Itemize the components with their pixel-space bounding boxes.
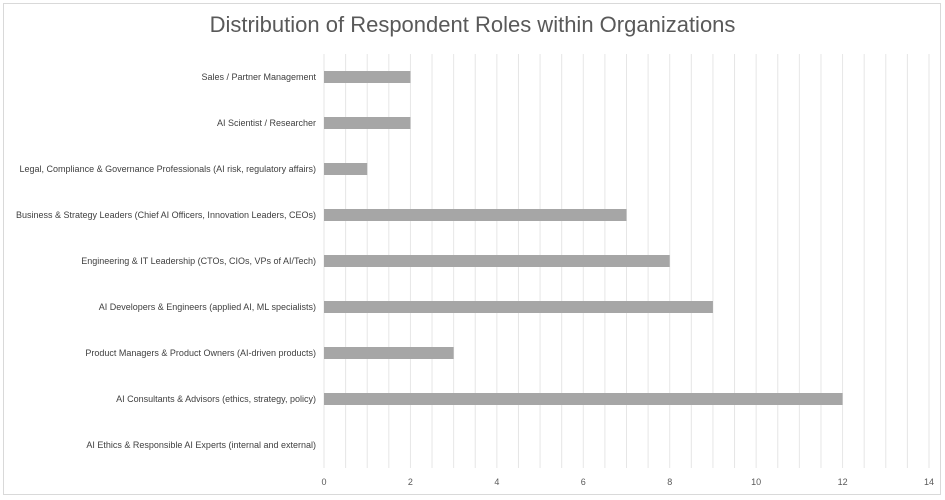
tick-labels: 0 2 4 6 8 10 12 14 <box>321 477 934 487</box>
x-tick-label: 2 <box>408 477 413 487</box>
category-label: AI Developers & Engineers (applied AI, M… <box>99 302 316 312</box>
category-label: Engineering & IT Leadership (CTOs, CIOs,… <box>81 256 316 266</box>
x-tick-label: 6 <box>581 477 586 487</box>
x-tick-label: 14 <box>924 477 934 487</box>
bar <box>324 71 411 83</box>
category-labels: Sales / Partner Management AI Scientist /… <box>16 72 316 450</box>
bar <box>324 117 411 129</box>
category-label: AI Ethics & Responsible AI Experts (inte… <box>86 440 316 450</box>
category-label: Product Managers & Product Owners (AI-dr… <box>85 348 316 358</box>
bar <box>324 393 843 405</box>
chart-title: Distribution of Respondent Roles within … <box>209 12 736 37</box>
category-label: AI Scientist / Researcher <box>217 118 316 128</box>
category-label: Business & Strategy Leaders (Chief AI Of… <box>16 210 316 220</box>
category-label: AI Consultants & Advisors (ethics, strat… <box>116 394 316 404</box>
category-label: Legal, Compliance & Governance Professio… <box>20 164 316 174</box>
bar <box>324 163 368 175</box>
category-label: Sales / Partner Management <box>201 72 316 82</box>
bar <box>324 255 670 267</box>
chart-frame <box>3 3 941 495</box>
x-tick-label: 10 <box>751 477 761 487</box>
bar <box>324 347 454 359</box>
bar <box>324 209 627 221</box>
x-tick-label: 4 <box>494 477 499 487</box>
x-tick-label: 0 <box>321 477 326 487</box>
x-tick-label: 12 <box>838 477 848 487</box>
bar <box>324 301 713 313</box>
x-tick-label: 8 <box>667 477 672 487</box>
bar-layer <box>324 71 843 405</box>
